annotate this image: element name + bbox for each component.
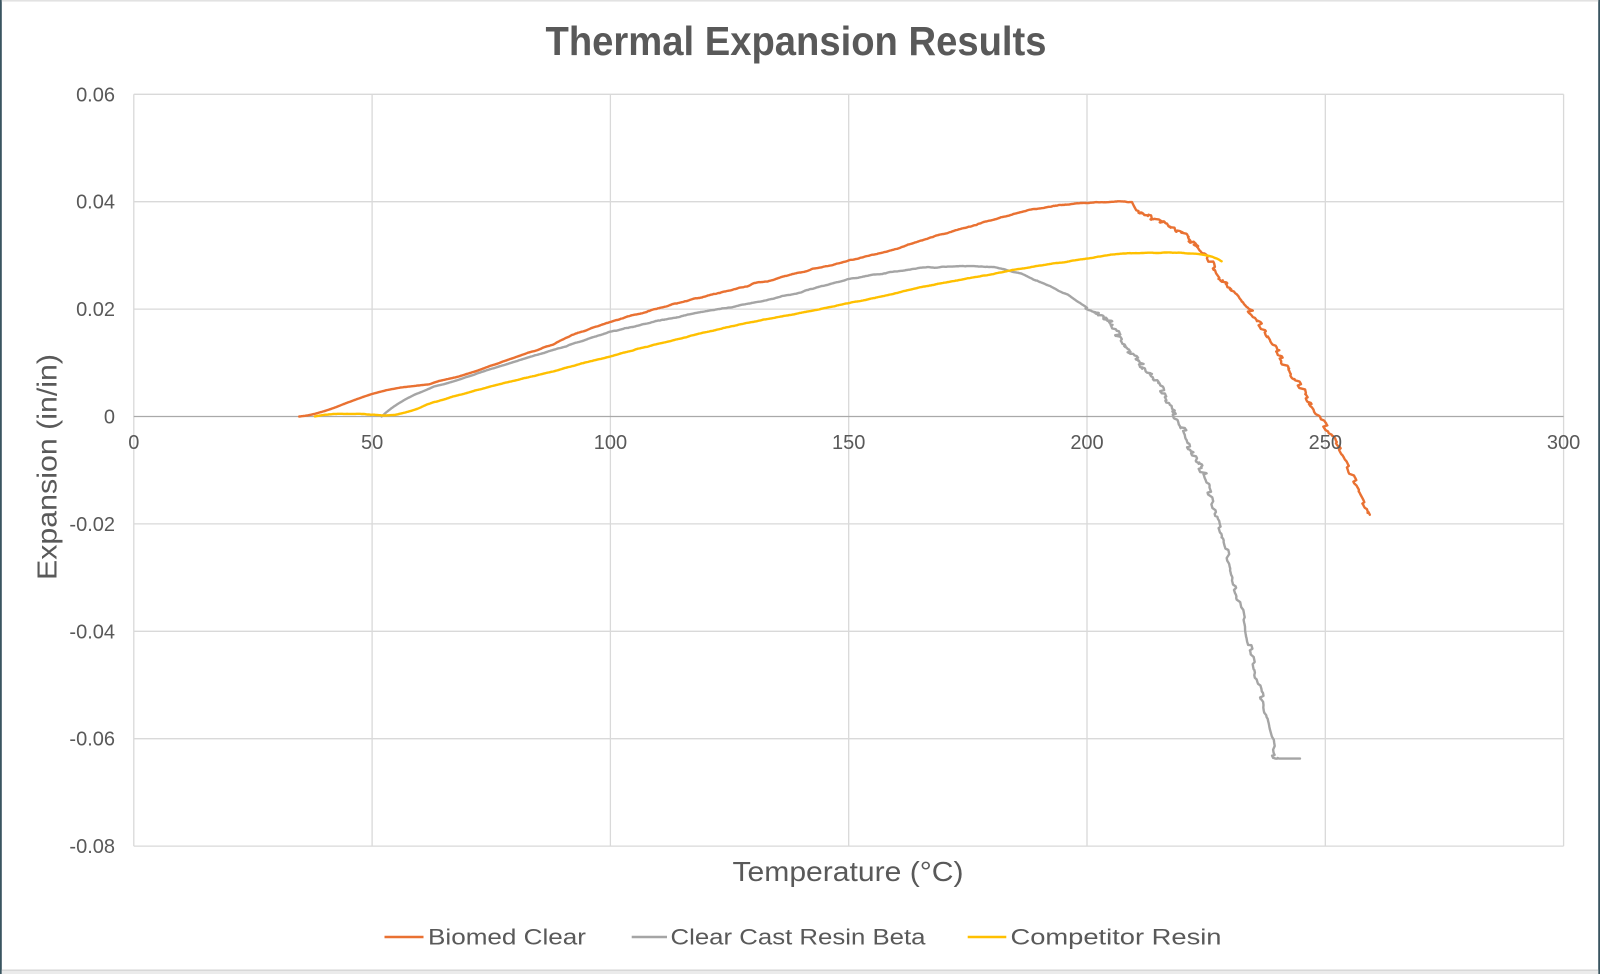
svg-text:100: 100 (594, 432, 627, 454)
svg-text:Temperature (°C): Temperature (°C) (733, 856, 964, 887)
svg-text:Biomed Clear: Biomed Clear (428, 925, 586, 950)
svg-text:50: 50 (361, 432, 383, 454)
svg-text:Competitor Resin: Competitor Resin (1011, 925, 1222, 950)
svg-text:-0.06: -0.06 (69, 729, 115, 751)
svg-text:0.04: 0.04 (76, 192, 115, 214)
svg-text:Thermal Expansion Results: Thermal Expansion Results (546, 18, 1047, 64)
svg-text:Expansion (in/in): Expansion (in/in) (32, 354, 63, 580)
svg-text:-0.02: -0.02 (69, 514, 115, 536)
svg-text:-0.04: -0.04 (69, 621, 115, 643)
svg-text:Clear Cast Resin Beta: Clear Cast Resin Beta (671, 925, 927, 950)
svg-text:200: 200 (1070, 432, 1103, 454)
svg-text:250: 250 (1309, 432, 1342, 454)
svg-text:0: 0 (128, 432, 139, 454)
svg-text:-0.08: -0.08 (69, 836, 115, 858)
svg-text:0: 0 (104, 407, 115, 429)
svg-text:0.06: 0.06 (76, 84, 115, 106)
svg-text:300: 300 (1547, 432, 1580, 454)
svg-text:150: 150 (832, 432, 865, 454)
svg-text:0.02: 0.02 (76, 299, 115, 321)
